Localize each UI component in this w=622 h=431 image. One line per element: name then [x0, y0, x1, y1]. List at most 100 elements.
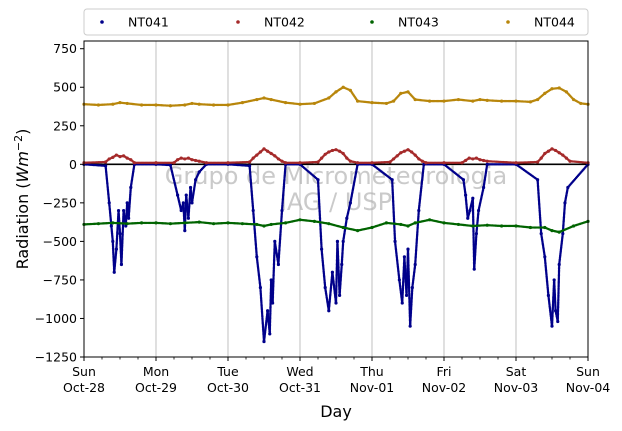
data-point	[255, 153, 259, 157]
data-point	[104, 164, 108, 168]
data-point	[273, 154, 277, 158]
x-tick-label-day: Sat	[506, 364, 527, 379]
data-point	[251, 156, 255, 160]
data-point	[420, 159, 424, 163]
data-point	[197, 170, 201, 174]
data-point	[118, 232, 122, 236]
data-point	[482, 185, 486, 190]
y-axis-title: Radiation (Wm−2)	[12, 129, 32, 270]
data-point	[399, 222, 403, 227]
data-point	[546, 149, 551, 153]
data-point	[402, 255, 406, 259]
data-point	[348, 88, 352, 92]
legend-entry-nt041: NT041	[100, 15, 169, 30]
data-point	[334, 301, 338, 305]
data-point	[122, 154, 126, 158]
data-point	[514, 224, 518, 228]
data-point	[114, 153, 118, 157]
data-point	[251, 208, 255, 213]
data-point	[514, 99, 518, 103]
data-point	[341, 85, 345, 89]
data-point	[268, 332, 272, 336]
data-point	[392, 157, 396, 161]
x-tick-label-date: Nov-01	[350, 380, 394, 395]
data-point	[179, 156, 183, 160]
data-point	[118, 155, 122, 159]
data-point	[190, 158, 194, 162]
data-point	[312, 101, 316, 106]
data-point	[572, 224, 576, 228]
data-point	[338, 293, 342, 297]
data-point	[125, 201, 129, 205]
data-point	[262, 96, 266, 100]
data-point	[226, 103, 230, 107]
data-point	[327, 309, 331, 313]
data-point	[111, 102, 115, 106]
data-point	[442, 99, 446, 103]
data-point	[168, 222, 172, 226]
data-point	[116, 208, 121, 213]
data-point	[572, 97, 576, 102]
legend: NT041 NT042 NT043 NT044	[83, 8, 589, 36]
data-point	[181, 201, 185, 205]
data-point	[348, 159, 352, 163]
data-point	[528, 225, 533, 230]
data-point	[154, 103, 158, 107]
data-point	[500, 224, 504, 228]
data-point	[111, 155, 115, 159]
data-point	[104, 160, 108, 164]
data-point	[125, 222, 129, 226]
y-axis-title-close: )	[13, 129, 32, 135]
data-point	[226, 221, 230, 225]
data-point	[408, 324, 412, 328]
data-point	[397, 278, 401, 282]
data-point	[500, 99, 504, 103]
data-point	[273, 239, 277, 243]
data-point	[543, 151, 547, 156]
series-nt043	[82, 218, 590, 234]
data-point	[190, 101, 194, 106]
data-point	[168, 163, 172, 167]
legend-box	[83, 8, 589, 36]
data-point	[476, 208, 481, 213]
y-tick-label: −500	[43, 234, 77, 249]
data-point	[474, 232, 478, 236]
x-tick-label-day: Mon	[143, 364, 169, 379]
data-point	[212, 222, 216, 226]
y-tick-label: −250	[43, 195, 77, 210]
data-point	[330, 270, 334, 274]
data-point	[154, 221, 158, 225]
data-point	[456, 97, 460, 102]
data-point	[413, 153, 417, 157]
data-point	[298, 218, 302, 222]
x-tick-label-date: Oct-29	[135, 380, 177, 395]
data-point	[248, 164, 252, 168]
data-point	[255, 222, 259, 227]
data-point	[316, 178, 320, 182]
data-point	[472, 267, 476, 271]
data-point	[266, 309, 270, 313]
data-point	[406, 90, 410, 94]
data-point	[413, 97, 417, 102]
y-tick-label: −750	[43, 272, 77, 287]
data-point	[269, 278, 273, 282]
data-point	[460, 161, 464, 165]
data-point	[485, 223, 489, 227]
data-point	[186, 156, 190, 160]
data-point	[119, 262, 124, 267]
data-point	[557, 86, 561, 90]
data-point	[406, 247, 410, 251]
data-point	[197, 220, 201, 224]
data-point	[392, 99, 396, 103]
data-point	[262, 147, 266, 151]
y-axis-title-main: Radiation (	[13, 182, 32, 269]
data-point	[172, 161, 176, 165]
data-point	[298, 102, 302, 106]
y-tick-label: 750	[53, 41, 77, 56]
legend-marker	[100, 20, 104, 24]
data-point	[334, 148, 338, 152]
data-point	[393, 239, 397, 243]
data-point	[550, 229, 554, 233]
data-point	[280, 159, 284, 163]
